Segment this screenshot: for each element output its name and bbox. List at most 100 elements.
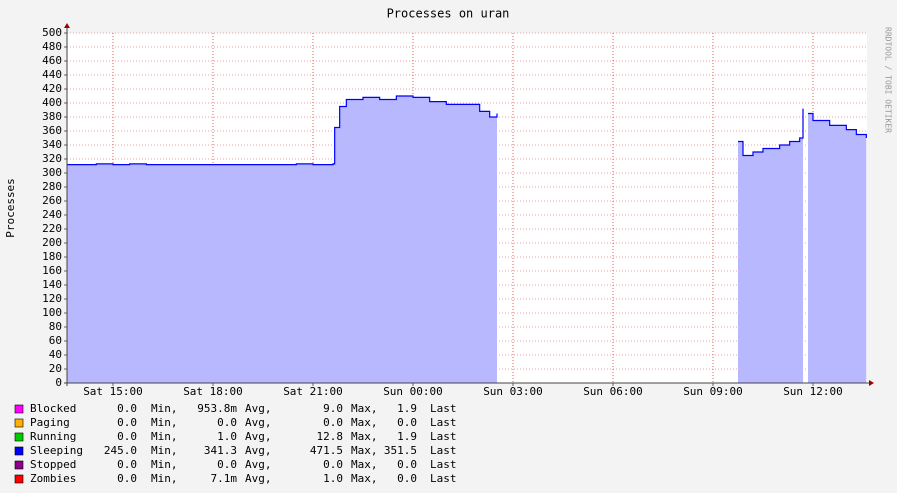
legend-stat-label: Min, bbox=[151, 430, 178, 443]
legend-stat-label: Last bbox=[430, 402, 457, 415]
legend-label: Sleeping bbox=[30, 444, 83, 457]
y-tick-label: 140 bbox=[42, 278, 62, 291]
legend-stat: 7.1m bbox=[211, 472, 238, 485]
legend-stat: 0.0 bbox=[117, 416, 137, 429]
y-tick-label: 260 bbox=[42, 194, 62, 207]
axis-arrow bbox=[64, 23, 70, 28]
legend-stat: 0.0 bbox=[117, 472, 137, 485]
line bbox=[808, 112, 867, 138]
legend-stat: 0.0 bbox=[117, 402, 137, 415]
legend-stat-label: Last bbox=[430, 472, 457, 485]
legend-label: Paging bbox=[30, 416, 70, 429]
y-tick-label: 360 bbox=[42, 124, 62, 137]
y-tick-label: 440 bbox=[42, 68, 62, 81]
legend-stat-label: Last bbox=[430, 416, 457, 429]
line bbox=[67, 95, 498, 166]
y-axis-label: Processes bbox=[4, 178, 17, 238]
legend-stat: 1.9 bbox=[397, 430, 417, 443]
legend-stat: 9.0 bbox=[323, 402, 343, 415]
legend-stat-label: Max, bbox=[351, 444, 378, 457]
legend-stat-label: Max, bbox=[351, 402, 378, 415]
legend-swatch bbox=[14, 474, 24, 484]
area bbox=[808, 113, 867, 383]
legend-swatch bbox=[14, 404, 24, 414]
legend-stat: 1.0 bbox=[217, 430, 237, 443]
y-tick-label: 220 bbox=[42, 222, 62, 235]
legend-stat-label: Min, bbox=[151, 402, 178, 415]
legend-stat: 0.0 bbox=[397, 458, 417, 471]
legend-swatch bbox=[14, 446, 24, 456]
legend-label: Stopped bbox=[30, 458, 76, 471]
y-tick-label: 20 bbox=[49, 362, 62, 375]
y-tick-label: 40 bbox=[49, 348, 62, 361]
legend-stat: 0.0 bbox=[217, 416, 237, 429]
y-tick-label: 400 bbox=[42, 96, 62, 109]
x-tick-label: Sat 15:00 bbox=[83, 385, 143, 398]
x-tick-label: Sun 12:00 bbox=[783, 385, 843, 398]
legend-stat-label: Avg, bbox=[245, 458, 272, 471]
legend-stat: 953.8m bbox=[197, 402, 237, 415]
y-tick-label: 420 bbox=[42, 82, 62, 95]
legend-stat: 341.3 bbox=[204, 444, 237, 457]
y-tick-label: 180 bbox=[42, 250, 62, 263]
watermark: RRDTOOL / TOBI OETIKER bbox=[884, 27, 893, 133]
y-tick-label: 60 bbox=[49, 334, 62, 347]
legend-stat-label: Avg, bbox=[245, 402, 272, 415]
y-tick-label: 500 bbox=[42, 26, 62, 39]
y-tick-label: 340 bbox=[42, 138, 62, 151]
legend-stat: 12.8 bbox=[317, 430, 344, 443]
x-tick-label: Sun 09:00 bbox=[683, 385, 743, 398]
legend-stat-label: Max, bbox=[351, 430, 378, 443]
legend-label: Zombies bbox=[30, 472, 76, 485]
y-tick-label: 240 bbox=[42, 208, 62, 221]
legend-stat: 0.0 bbox=[323, 458, 343, 471]
y-tick-label: 100 bbox=[42, 306, 62, 319]
legend-stat-label: Last bbox=[430, 458, 457, 471]
legend-swatch bbox=[14, 460, 24, 470]
legend-stat-label: Min, bbox=[151, 472, 178, 485]
y-tick-label: 200 bbox=[42, 236, 62, 249]
legend-stat-label: Last bbox=[430, 430, 457, 443]
legend-stat-label: Last bbox=[430, 444, 457, 457]
legend-stat-label: Max, bbox=[351, 458, 378, 471]
y-tick-label: 80 bbox=[49, 320, 62, 333]
area bbox=[738, 108, 803, 383]
legend-stat-label: Min, bbox=[151, 458, 178, 471]
legend-stat: 0.0 bbox=[323, 416, 343, 429]
legend-stat: 0.0 bbox=[217, 458, 237, 471]
legend-stat: 1.0 bbox=[323, 472, 343, 485]
legend-swatch bbox=[14, 418, 24, 428]
legend-stat-label: Min, bbox=[151, 444, 178, 457]
y-tick-label: 480 bbox=[42, 40, 62, 53]
y-tick-label: 120 bbox=[42, 292, 62, 305]
legend-stat-label: Min, bbox=[151, 416, 178, 429]
legend-label: Blocked bbox=[30, 402, 76, 415]
x-tick-label: Sun 06:00 bbox=[583, 385, 643, 398]
axis-arrow bbox=[869, 380, 874, 386]
y-tick-label: 320 bbox=[42, 152, 62, 165]
y-tick-label: 0 bbox=[55, 376, 62, 389]
legend-stat-label: Max, bbox=[351, 472, 378, 485]
legend-stat: 1.9 bbox=[397, 402, 417, 415]
legend-label: Running bbox=[30, 430, 76, 443]
x-tick-label: Sat 21:00 bbox=[283, 385, 343, 398]
legend-stat-label: Avg, bbox=[245, 444, 272, 457]
y-tick-label: 160 bbox=[42, 264, 62, 277]
legend-stat-label: Max, bbox=[351, 416, 378, 429]
area bbox=[67, 96, 497, 383]
legend-stat: 471.5 bbox=[310, 444, 343, 457]
y-tick-label: 300 bbox=[42, 166, 62, 179]
legend-stat: 351.5 bbox=[384, 444, 417, 457]
y-tick-label: 460 bbox=[42, 54, 62, 67]
y-tick-label: 280 bbox=[42, 180, 62, 193]
line bbox=[738, 108, 804, 157]
chart-title: Processes on uran bbox=[387, 7, 510, 21]
y-tick-label: 380 bbox=[42, 110, 62, 123]
x-tick-label: Sun 03:00 bbox=[483, 385, 543, 398]
legend-stat: 0.0 bbox=[397, 416, 417, 429]
x-tick-label: Sun 00:00 bbox=[383, 385, 443, 398]
legend-stat: 0.0 bbox=[397, 472, 417, 485]
x-tick-label: Sat 18:00 bbox=[183, 385, 243, 398]
legend-stat: 0.0 bbox=[117, 458, 137, 471]
